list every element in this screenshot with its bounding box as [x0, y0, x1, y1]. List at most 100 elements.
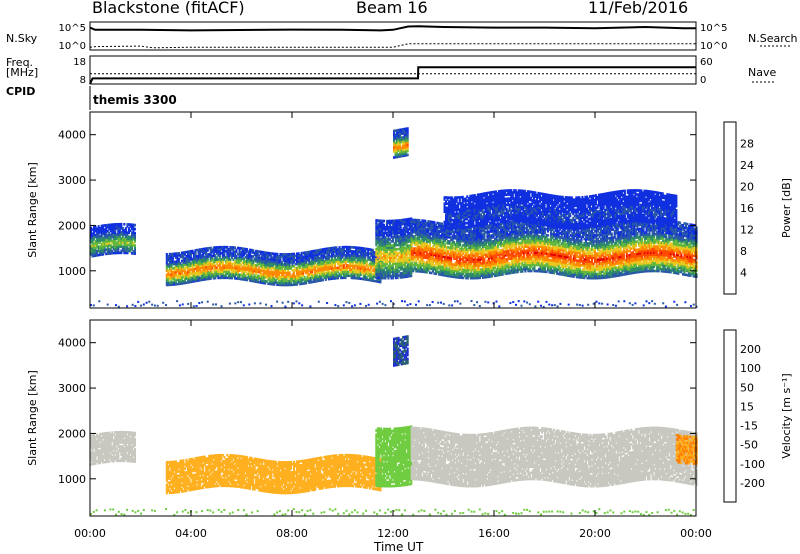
heatmap-cell	[252, 265, 255, 269]
heatmap-cell	[93, 232, 96, 235]
heatmap-cell	[265, 265, 268, 269]
heatmap-cell	[229, 272, 232, 276]
heatmap-cell	[202, 274, 205, 277]
heatmap-cell	[221, 276, 224, 280]
heatmap-cell	[215, 268, 218, 272]
heatmap-cell	[212, 254, 215, 258]
heatmap-cell	[200, 262, 203, 265]
heatmap-cell	[229, 260, 232, 263]
heatmap-cell	[196, 248, 199, 252]
heatmap-cell	[121, 235, 124, 238]
heatmap-cell	[111, 231, 114, 235]
heatmap-cell	[114, 237, 117, 240]
heatmap-cell	[240, 269, 243, 273]
heatmap-cell	[111, 239, 114, 243]
heatmap-cell	[112, 233, 115, 236]
heatmap-cell	[188, 260, 191, 263]
heatmap-cell	[167, 265, 170, 268]
heatmap-cell	[93, 254, 96, 258]
heatmap-cell	[230, 256, 233, 259]
heatmap-cell	[183, 253, 186, 256]
heatmap-cell	[120, 222, 123, 226]
heatmap-cell	[196, 269, 199, 272]
heatmap-cell	[126, 241, 129, 245]
heatmap-cell	[111, 235, 114, 239]
heatmap-cell	[97, 229, 100, 232]
heatmap-cell	[111, 225, 114, 228]
heatmap-cell	[206, 267, 209, 271]
heatmap-cell	[240, 259, 243, 262]
heatmap-cell	[232, 272, 235, 276]
heatmap-cell	[100, 236, 103, 240]
heatmap-cell	[111, 251, 114, 255]
heatmap-cell	[187, 252, 190, 256]
heatmap-cell	[211, 273, 214, 276]
heatmap-cell	[183, 277, 186, 281]
heatmap-cell	[120, 239, 123, 242]
heatmap-cell	[90, 230, 93, 234]
heatmap-cell	[277, 275, 280, 278]
heatmap-cell	[208, 275, 211, 278]
heatmap-cell	[191, 251, 194, 255]
heatmap-cell	[218, 276, 221, 280]
heatmap-cell	[220, 247, 223, 251]
heatmap-cell	[123, 247, 126, 251]
heatmap-cell	[237, 273, 240, 276]
heatmap-cell	[223, 256, 226, 259]
heatmap-cell	[247, 254, 250, 258]
heatmap-cell	[271, 258, 274, 262]
heatmap-cell	[168, 273, 171, 276]
heatmap-cell	[283, 279, 286, 283]
heatmap-cell	[212, 252, 215, 256]
heatmap-cell	[194, 277, 197, 281]
heatmap-cell	[264, 273, 267, 277]
heatmap-cell	[206, 275, 209, 279]
heatmap-cell	[100, 232, 103, 236]
heatmap-cell	[173, 275, 176, 278]
heatmap-cell	[218, 258, 221, 261]
heatmap-cell	[165, 253, 168, 256]
heatmap-cell	[90, 226, 93, 230]
heatmap-cell	[196, 275, 199, 278]
heatmap-cell	[265, 253, 268, 257]
heatmap-cell	[197, 279, 200, 282]
heatmap-cell	[115, 227, 118, 230]
heatmap-cell	[208, 273, 211, 276]
heatmap-cell	[209, 248, 212, 252]
heatmap-cell	[196, 263, 199, 266]
heatmap-cell	[193, 275, 196, 279]
heatmap-cell	[124, 243, 127, 246]
heatmap-cell	[179, 280, 182, 283]
heatmap-cell	[267, 274, 270, 277]
heatmap-cell	[271, 264, 274, 268]
heatmap-cell	[127, 243, 130, 247]
heatmap-cell	[223, 274, 226, 277]
heatmap-cell	[173, 268, 176, 272]
heatmap-cell	[277, 283, 280, 287]
heatmap-cell	[171, 273, 174, 276]
heatmap-cell	[133, 227, 136, 231]
heatmap-cell	[282, 253, 285, 256]
heatmap-cell	[199, 268, 202, 272]
heatmap-cell	[91, 240, 94, 244]
heatmap-cell	[193, 269, 196, 273]
heatmap-cell	[203, 257, 206, 261]
heatmap-cell	[209, 258, 212, 262]
heatmap-cell	[174, 252, 177, 255]
heatmap-cell	[97, 249, 100, 253]
heatmap-cell	[177, 252, 180, 255]
heatmap-cell	[202, 255, 205, 259]
heatmap-cell	[240, 263, 243, 267]
heatmap-cell	[167, 263, 170, 266]
heatmap-cell	[224, 256, 227, 259]
heatmap-cell	[99, 241, 102, 244]
heatmap-cell	[187, 264, 190, 268]
heatmap-cell	[226, 260, 229, 263]
heatmap-cell	[126, 251, 129, 255]
heatmap-cell	[96, 235, 99, 239]
heatmap-cell	[247, 252, 250, 255]
heatmap-cell	[249, 248, 252, 252]
heatmap-cell	[249, 260, 252, 264]
heatmap-cell	[205, 251, 208, 254]
heatmap-cell	[118, 243, 121, 246]
